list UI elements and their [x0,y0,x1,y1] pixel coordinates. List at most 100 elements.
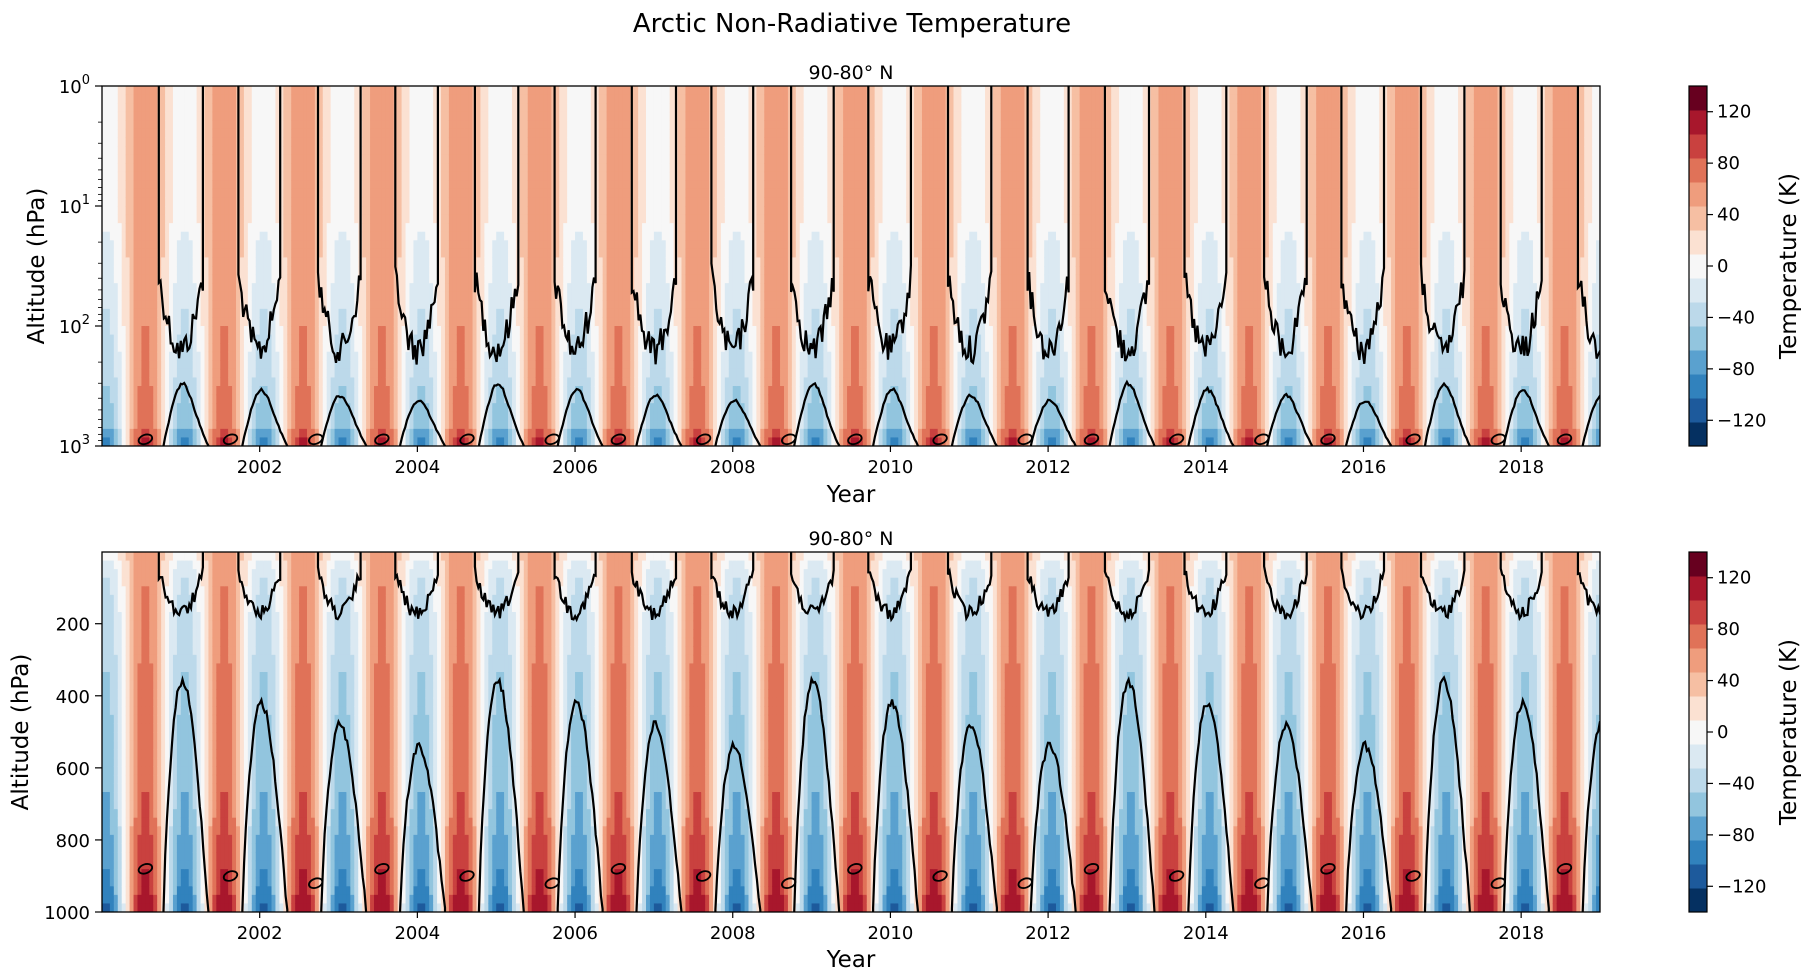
field-cell [543,154,549,164]
field-cell [468,326,474,336]
field-cell [354,437,359,446]
field-cell [287,360,292,370]
field-cell [362,420,367,430]
field-cell [287,206,292,216]
field-cell [444,343,450,353]
field-cell [374,377,379,387]
field-cell [109,308,115,319]
field-cell [464,291,470,301]
field-cell [370,163,375,173]
field-cell [113,146,119,156]
field-cell [381,86,387,96]
field-cell [113,368,119,379]
field-cell [267,386,273,396]
field-cell [322,274,328,284]
field-cell [180,403,186,413]
field-cell [444,214,450,224]
field-cell [551,291,556,301]
field-cell [559,377,564,387]
field-cell [397,120,403,130]
field-cell [153,197,158,207]
field-cell [117,334,123,344]
field-cell [488,120,493,130]
field-cell [448,343,454,353]
field-cell [535,326,541,336]
field-cell [287,103,292,113]
field-cell [267,291,273,301]
field-cell [334,300,340,310]
field-cell [196,111,202,121]
field-cell [196,403,202,413]
field-cell [133,146,139,156]
field-cell [515,300,521,310]
field-cell [326,257,332,267]
field-cell [425,308,430,319]
field-cell [125,137,131,147]
field-cell [519,291,525,301]
field-cell [259,188,265,199]
field-cell [452,223,458,233]
field-cell [105,266,111,276]
field-cell [295,360,300,370]
field-cell [196,334,202,344]
field-cell [417,300,422,310]
field-cell [472,291,478,301]
field-cell [441,146,446,156]
field-cell [334,120,340,130]
field-cell [543,394,549,404]
field-cell [157,437,162,446]
field-cell [401,351,407,361]
field-cell [370,437,375,446]
field-cell [405,128,411,139]
field-cell [279,368,284,379]
field-cell [275,240,280,250]
field-cell [527,386,533,396]
field-cell [539,343,545,353]
field-cell [299,283,304,293]
field-cell [567,368,572,379]
field-cell [389,300,395,310]
field-cell [172,257,178,267]
field-cell [243,86,249,96]
field-cell [239,394,245,404]
field-cell [192,94,198,104]
field-cell [204,103,210,113]
field-cell [243,188,249,199]
field-cell [338,394,344,404]
field-cell [433,94,438,104]
field-cell [476,146,482,156]
field-cell [141,223,146,233]
field-cell [299,386,304,396]
field-cell [338,154,344,164]
field-cell [401,120,407,130]
field-cell [417,326,422,336]
field-cell [362,257,367,267]
field-cell [224,360,229,370]
field-cell [405,248,411,259]
field-cell [279,240,284,250]
field-cell [188,360,194,370]
field-cell [464,163,470,173]
field-cell [468,368,474,379]
field-cell [433,266,438,276]
field-cell [385,437,391,446]
field-cell [468,257,474,267]
field-cell [251,343,257,353]
field-cell [216,394,221,404]
field-cell [102,386,107,396]
field-cell [488,428,493,439]
field-cell [511,240,517,250]
field-cell [102,403,107,413]
field-cell [121,437,127,446]
field-cell [429,377,434,387]
field-cell [306,231,312,241]
field-cell [109,188,115,199]
field-cell [496,283,501,293]
field-cell [346,240,351,250]
field-cell [326,103,332,113]
field-cell [196,351,202,361]
field-cell [433,171,438,181]
field-cell [318,257,324,267]
field-cell [370,428,375,439]
field-cell [330,231,336,241]
